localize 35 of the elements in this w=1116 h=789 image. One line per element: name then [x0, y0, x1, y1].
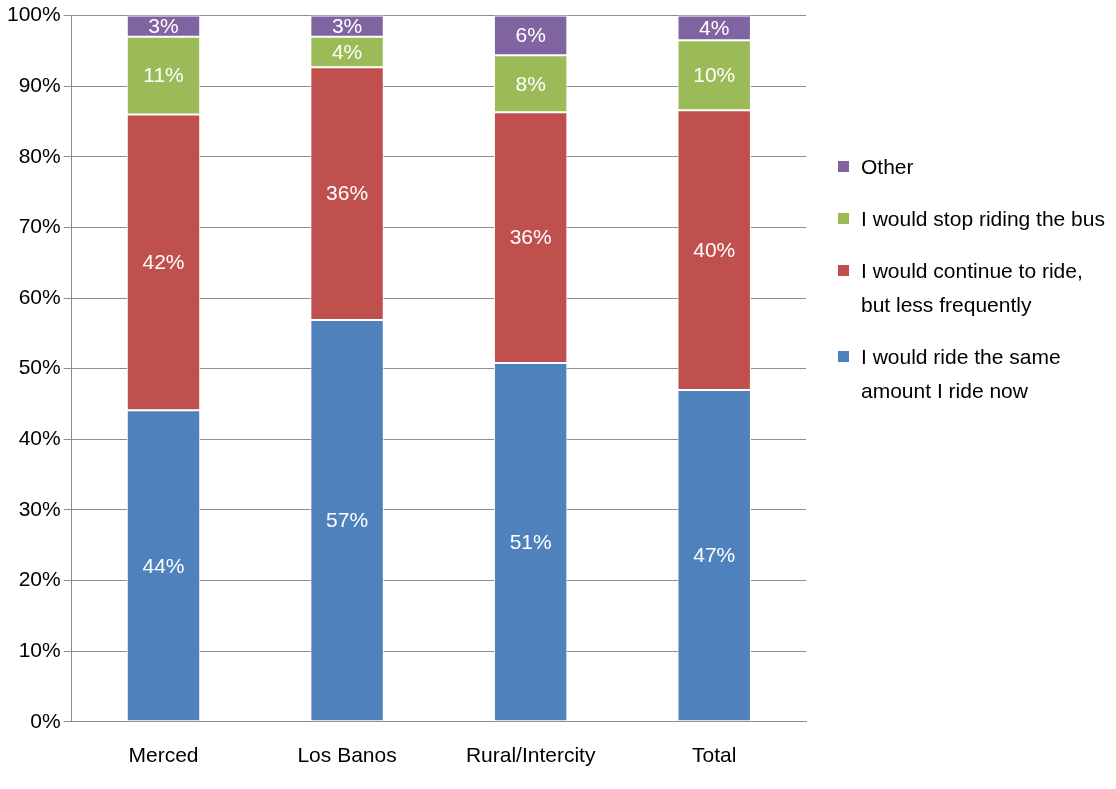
legend-label: I would ride the same amount I ride now [861, 344, 1062, 404]
data-label: 44% [142, 553, 185, 577]
x-tick-label: Rural/Intercity [465, 743, 596, 767]
legend-label: I would stop riding the bus [861, 206, 1105, 232]
x-tick-label: Total [692, 743, 737, 767]
y-tick-label: 50% [18, 355, 61, 379]
y-tick-label: 10% [18, 637, 61, 661]
data-label: 4% [699, 15, 730, 39]
data-label: 40% [693, 237, 736, 261]
data-label: 3% [148, 13, 179, 37]
data-label: 3% [331, 13, 363, 37]
y-tick-label: 0% [30, 708, 61, 732]
data-label: 6% [515, 23, 546, 47]
data-label: 10% [693, 63, 736, 87]
data-label: 11% [143, 63, 184, 87]
data-label: 36% [326, 181, 369, 205]
y-tick-label: 90% [18, 73, 61, 97]
y-tick-label: 40% [18, 426, 61, 450]
x-tick-label: Los Banos [297, 743, 397, 767]
data-label: 4% [331, 39, 363, 63]
data-label: 47% [693, 543, 736, 567]
legend-label: Other [861, 154, 914, 180]
y-tick-label: 70% [18, 214, 61, 238]
data-label: 42% [142, 250, 185, 274]
x-tick-label: Merced [128, 743, 199, 767]
data-label: 57% [326, 508, 369, 532]
y-tick-label: 30% [18, 496, 61, 520]
y-tick-label: 100% [6, 2, 61, 26]
legend-label: I would continue to ride, but less frequently [861, 258, 1084, 318]
y-tick-label: 60% [18, 284, 61, 308]
y-tick-label: 80% [18, 143, 61, 167]
y-tick-label: 20% [18, 567, 61, 591]
data-label: 51% [509, 529, 552, 553]
data-label: 36% [509, 225, 552, 249]
data-label: 8% [515, 71, 546, 95]
